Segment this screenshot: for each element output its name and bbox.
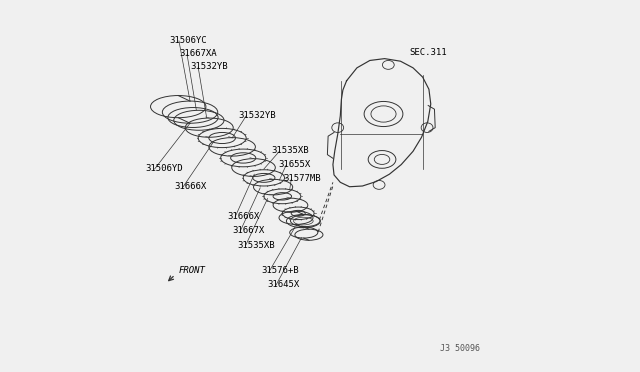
Text: 31666X: 31666X (227, 212, 259, 221)
Text: 31535XB: 31535XB (237, 241, 275, 250)
Text: 31645X: 31645X (268, 280, 300, 289)
Text: 31577MB: 31577MB (283, 174, 321, 183)
Text: SEC.311: SEC.311 (410, 48, 447, 57)
Text: FRONT: FRONT (179, 266, 206, 275)
Text: 31532YB: 31532YB (238, 110, 276, 120)
Text: 31506YD: 31506YD (146, 164, 183, 173)
Text: 31655X: 31655X (278, 160, 311, 169)
Text: 31576+B: 31576+B (261, 266, 298, 275)
Text: 31506YC: 31506YC (170, 36, 207, 45)
Text: 31535XB: 31535XB (271, 146, 309, 155)
Text: 31666X: 31666X (174, 182, 207, 191)
Text: J3 50096: J3 50096 (440, 344, 480, 353)
Text: 31532YB: 31532YB (190, 62, 228, 71)
Text: 31667X: 31667X (232, 226, 264, 235)
Text: 31667XA: 31667XA (179, 49, 216, 58)
